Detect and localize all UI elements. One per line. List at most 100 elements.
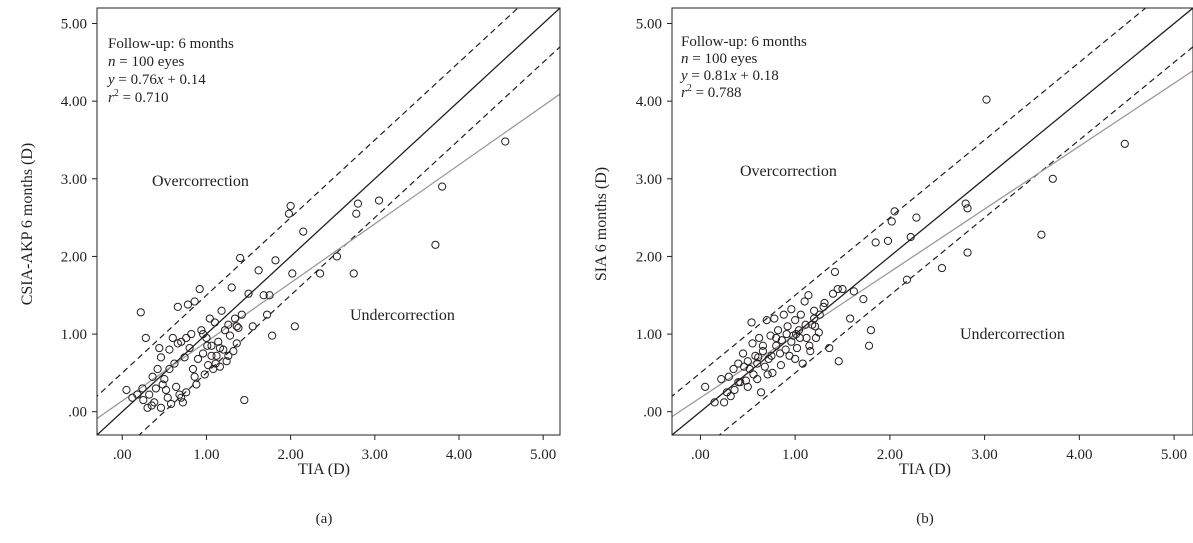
panel-b-data-point <box>805 341 814 350</box>
panel-a-points <box>122 137 510 412</box>
panel-b-data-point <box>819 302 828 311</box>
panel-b-data-point <box>758 347 768 356</box>
panel-b-y-tick-label: 3.00 <box>636 172 662 188</box>
panel-b-data-point <box>738 349 748 358</box>
panel-b-data-point <box>763 370 772 379</box>
panel-b-data-point <box>1120 139 1129 148</box>
panel-b-overcorrection-label: Overcorrection <box>740 163 837 180</box>
panel-a-data-point <box>262 310 272 319</box>
panel-b-upper-band-line <box>672 8 1147 397</box>
panel-a-y-tick-label: 5.00 <box>61 17 87 33</box>
panel-b-ticks: .00 1.00 2.00 3.00 4.00 5.00 .00 1.00 2.00 3.00 4.… <box>636 17 1187 463</box>
panel-a-data-point <box>214 337 223 346</box>
panel-a-data-point <box>139 395 148 405</box>
panel-a-y-axis-label: CSIA-AKP 6 months (D) <box>19 143 36 306</box>
panel-a-data-point <box>183 300 193 309</box>
panel-b-data-point <box>753 359 762 368</box>
panel-b-y-tick-label: 2.00 <box>636 249 662 265</box>
panel-a-annot-line1: Follow-up: 6 months <box>108 36 234 52</box>
panel-b-data-point <box>734 378 743 387</box>
panel-b-data-point <box>775 349 785 358</box>
panel-a-data-point <box>155 343 164 353</box>
panel-a-annot-n: n = 100 eyes <box>108 54 185 70</box>
panel-b-data-point <box>787 337 796 346</box>
panel-a-data-point <box>352 209 361 218</box>
panel-b-data-point <box>866 326 876 335</box>
panel-a-data-point <box>227 283 236 292</box>
panel-a-data-point <box>193 354 203 364</box>
panel-b-data-point <box>770 314 779 323</box>
panel-a-data-point <box>156 353 166 362</box>
panel-a-data-point <box>172 382 181 391</box>
panel-b-data-point <box>729 364 738 374</box>
panel-a-data-point <box>431 240 440 249</box>
panel-a: .00 1.00 2.00 3.00 4.00 5.00 .00 1.00 2.00 3.00 4.… <box>19 7 561 527</box>
panel-a-data-point <box>244 289 253 298</box>
panel-b-data-point <box>756 388 766 397</box>
panel-a-data-point <box>254 266 263 275</box>
panel-b-annot-r2: r2 = 0.788 <box>681 83 742 101</box>
panel-b-data-point <box>830 267 840 277</box>
panel-b-data-point <box>782 329 791 339</box>
panel-a-data-point <box>185 343 194 353</box>
panel-b-data-point <box>937 263 947 273</box>
panel-b-annot-equation: y = 0.81x + 0.18 <box>679 68 779 84</box>
panel-b-data-point <box>762 315 771 325</box>
panel-a-data-point <box>224 351 233 360</box>
panel-b-annot-n: n = 100 eyes <box>681 51 758 67</box>
panel-b-data-point <box>747 318 756 327</box>
panel-a-data-point <box>148 372 157 381</box>
panel-a-data-point <box>259 291 268 300</box>
panel-b-y-tick-label: 1.00 <box>636 327 662 343</box>
panel-a-data-point <box>138 384 147 393</box>
panel-b-data-point <box>859 295 868 304</box>
panel-a-data-point <box>286 201 295 211</box>
panel-a-undercorrection-label: Undercorrection <box>350 307 455 324</box>
panel-b-data-point <box>809 314 819 323</box>
panel-a-data-point <box>203 341 212 350</box>
panel-a-data-point <box>248 322 257 331</box>
panel-b-undercorrection-label: Undercorrection <box>960 326 1065 343</box>
panel-b-data-point <box>849 287 858 296</box>
panel-b-x-tick-label: 2.00 <box>877 447 903 463</box>
panel-a-x-tick-label: 1.00 <box>193 447 219 463</box>
panel-b-data-point <box>906 232 915 242</box>
panel-b-data-point <box>717 375 726 384</box>
panel-b-data-point <box>772 333 781 343</box>
panel-b-data-point <box>749 370 758 379</box>
panel-a-data-point <box>501 137 510 146</box>
panel-b-data-point <box>772 341 781 350</box>
panel-b-data-point <box>758 341 768 350</box>
panel-a-data-point <box>284 209 294 218</box>
panel-a-x-tick-label: .00 <box>113 447 132 463</box>
panel-b-x-tick-label: 4.00 <box>1066 447 1092 463</box>
panel-b-points <box>701 95 1129 407</box>
panel-b-data-point <box>724 372 733 381</box>
panel-b-annot-line1: Follow-up: 6 months <box>681 34 807 50</box>
panel-a-data-point <box>267 331 277 340</box>
panel-a-data-point <box>161 385 171 395</box>
panel-b-data-point <box>796 310 805 319</box>
panel-b-data-point <box>825 343 834 353</box>
panel-a-data-point <box>168 333 177 343</box>
panel-b-data-point <box>961 199 970 208</box>
panel-a-data-point <box>166 399 176 409</box>
panel-a-data-point <box>173 302 182 311</box>
panel-a-data-point <box>234 323 243 332</box>
panel-a-data-point <box>170 359 179 368</box>
panel-b-data-point <box>787 305 796 314</box>
panel-b-data-point <box>1037 230 1046 239</box>
panel-b-data-point <box>814 328 823 337</box>
panel-a-data-point <box>190 372 199 381</box>
panel-a-data-point <box>240 395 249 405</box>
panel-b-data-point <box>781 345 790 354</box>
panel-b-data-point <box>726 392 735 401</box>
panel-a-data-point <box>236 253 245 263</box>
panel-b-data-point <box>743 382 752 391</box>
panel-a-lines <box>97 8 560 435</box>
panel-b-data-point <box>766 331 775 340</box>
panel-a-data-point <box>182 388 191 397</box>
panel-a-data-point <box>198 349 208 358</box>
panel-b-data-point <box>833 284 842 294</box>
panel-b-data-point <box>710 398 719 407</box>
